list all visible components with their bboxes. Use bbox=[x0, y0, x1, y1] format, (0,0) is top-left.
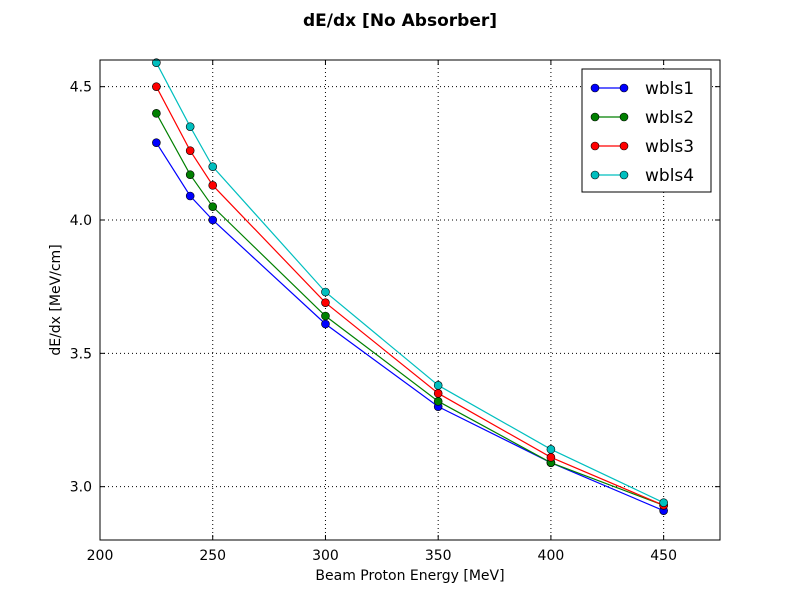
legend-label: wbls1 bbox=[645, 79, 694, 99]
data-point bbox=[208, 181, 218, 190]
x-tick-label: 450 bbox=[650, 548, 677, 564]
legend-marker bbox=[590, 141, 600, 151]
data-point bbox=[433, 389, 443, 398]
series-wbls2 bbox=[152, 109, 668, 510]
data-point bbox=[659, 498, 668, 507]
series-wbls3 bbox=[152, 82, 668, 510]
data-point bbox=[546, 445, 556, 454]
data-point bbox=[185, 146, 195, 155]
data-point bbox=[185, 122, 195, 131]
legend-marker bbox=[590, 112, 600, 122]
data-point bbox=[546, 453, 556, 462]
y-tick-label: 4.0 bbox=[70, 213, 92, 229]
x-tick-label: 200 bbox=[87, 548, 114, 564]
plot-frame bbox=[99, 59, 721, 541]
legend-item: wbls3 bbox=[590, 137, 694, 157]
data-point bbox=[185, 170, 195, 179]
x-tick-label: 250 bbox=[199, 548, 226, 564]
legend-marker bbox=[590, 83, 600, 93]
legend-marker bbox=[619, 141, 629, 151]
x-tick-label: 400 bbox=[538, 548, 565, 564]
y-axis-label: dE/dx [MeV/cm] bbox=[48, 244, 64, 355]
legend-item: wbls2 bbox=[590, 108, 694, 128]
legend-marker bbox=[619, 112, 629, 122]
series-group bbox=[152, 58, 668, 515]
x-axis-label: Beam Proton Energy [MeV] bbox=[315, 568, 504, 584]
data-point bbox=[152, 109, 161, 118]
series-wbls4 bbox=[152, 58, 668, 507]
y-tick-label: 3.5 bbox=[70, 346, 92, 362]
data-point bbox=[433, 381, 443, 390]
x-tick-label: 350 bbox=[425, 548, 452, 564]
data-point bbox=[208, 215, 218, 225]
legend-item: wbls4 bbox=[590, 166, 694, 186]
legend: wbls1 wbls2 wbls3 wbls4 bbox=[581, 68, 712, 193]
legend-label: wbls4 bbox=[645, 166, 694, 186]
data-point bbox=[152, 58, 161, 67]
data-point bbox=[321, 298, 330, 307]
axis-ticks: 200 250 300 350 400 450 3.0 3.5 4.0 4.5 bbox=[70, 60, 720, 564]
legend-box bbox=[581, 68, 712, 193]
x-tick-label: 300 bbox=[312, 548, 339, 564]
y-tick-label: 3.0 bbox=[70, 480, 92, 496]
legend-marker bbox=[619, 170, 629, 180]
data-point bbox=[208, 202, 218, 211]
legend-marker bbox=[619, 83, 629, 93]
data-point bbox=[321, 319, 330, 329]
legend-label: wbls3 bbox=[645, 137, 694, 157]
y-tick-label: 4.5 bbox=[70, 80, 92, 96]
legend-item: wbls1 bbox=[590, 79, 694, 99]
legend-label: wbls2 bbox=[645, 108, 694, 128]
data-point bbox=[152, 82, 161, 91]
data-point bbox=[152, 138, 161, 147]
chart-title: dE/dx [No Absorber] bbox=[303, 11, 497, 31]
data-point bbox=[433, 397, 443, 406]
data-point bbox=[321, 287, 330, 297]
data-point bbox=[185, 191, 195, 201]
data-point bbox=[321, 311, 330, 321]
legend-marker bbox=[590, 170, 600, 180]
data-point bbox=[208, 162, 218, 171]
